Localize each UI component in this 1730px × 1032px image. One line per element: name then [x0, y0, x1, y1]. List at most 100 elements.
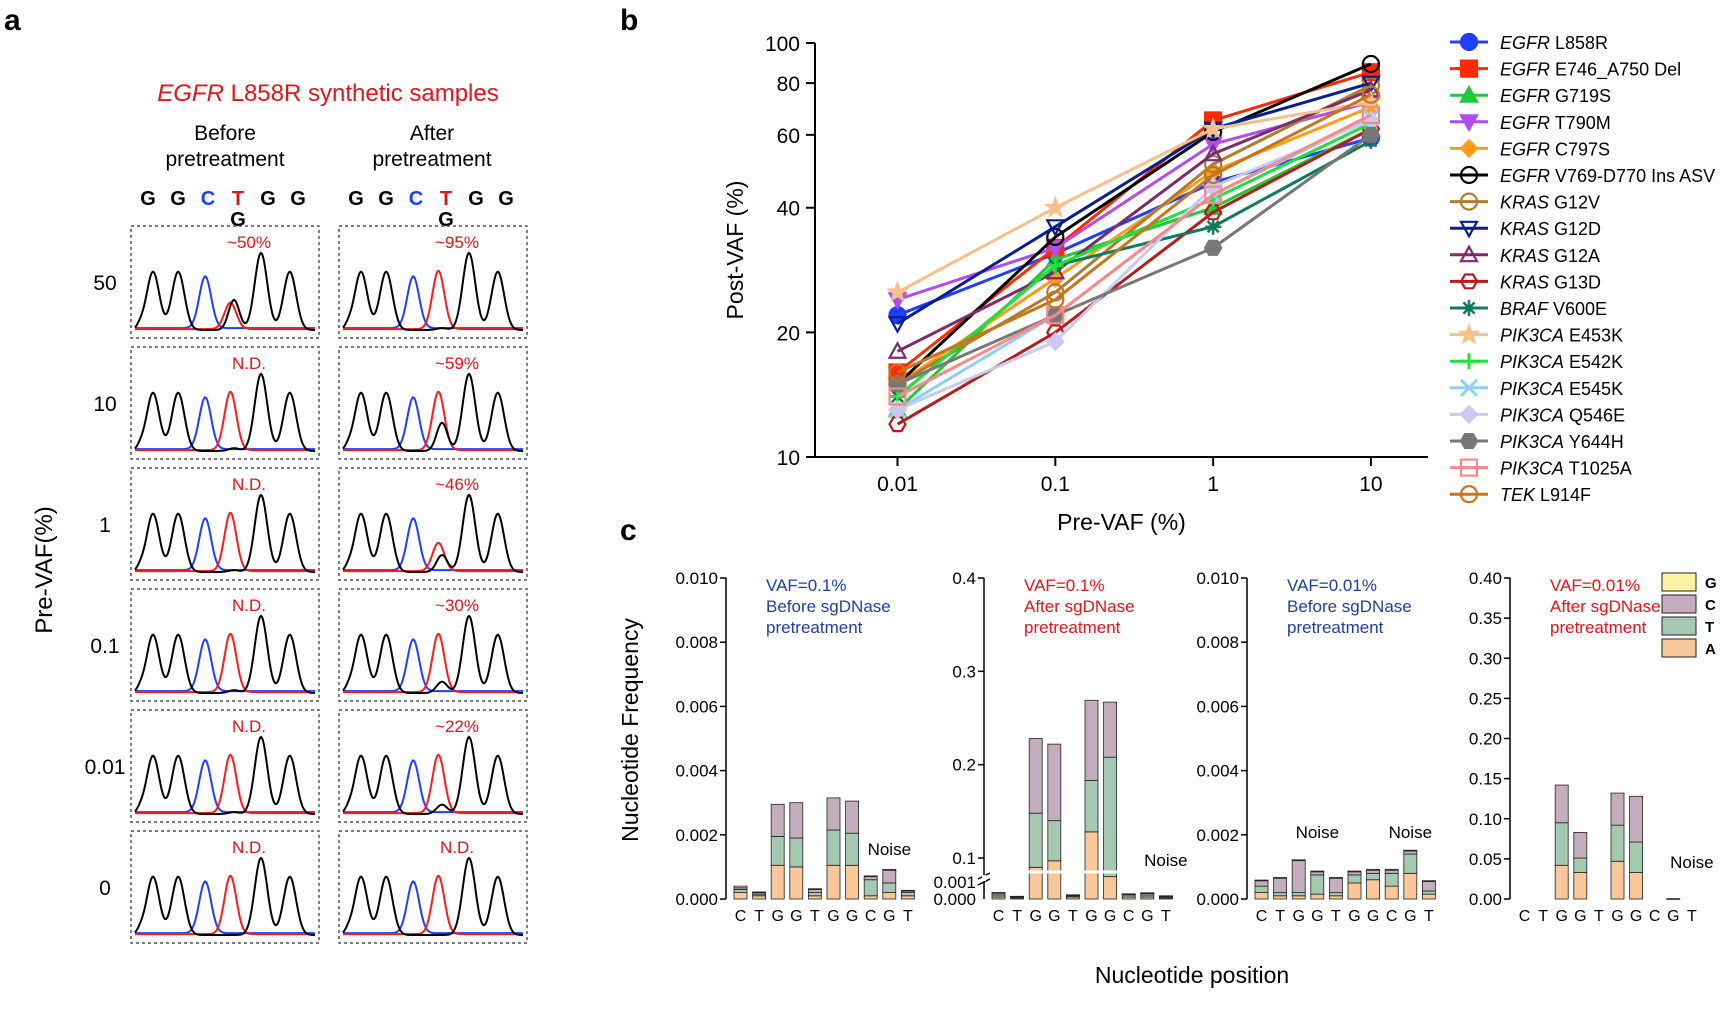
bar-segment-C	[789, 802, 804, 839]
pre-vaf-row-label: 0	[99, 877, 111, 900]
y-tick-label: 0.4	[952, 569, 976, 588]
bar-segment-A	[1422, 893, 1436, 900]
sequence-base: G	[498, 188, 514, 210]
legend-label: G	[1705, 575, 1717, 592]
marker	[1201, 116, 1225, 139]
y-tick-label: 0.008	[675, 633, 718, 652]
bar-segment-G	[1347, 870, 1362, 873]
bar-segment-A	[845, 864, 859, 900]
bar-segment-G	[863, 875, 878, 878]
bar-segment-C	[1329, 877, 1343, 893]
after-header-line2: pretreatment	[372, 148, 491, 171]
trace-g	[134, 856, 315, 936]
bar-segment-C	[1629, 795, 1643, 843]
legend-mutation: E542K	[1564, 352, 1623, 372]
vaf-call-label: N.D.	[232, 475, 266, 494]
bar-segment-T	[1047, 820, 1062, 862]
bar-segment-G	[882, 869, 897, 871]
legend-gene: PIK3CA	[1500, 326, 1564, 346]
chromatogram-frame	[338, 225, 528, 339]
panel-c: c Nucleotide Frequency Nucleotide positi…	[617, 514, 1717, 988]
noise-label: Noise	[1296, 823, 1339, 842]
legend-mutation: G12V	[1549, 193, 1600, 213]
marker	[1459, 138, 1479, 158]
marker	[1461, 353, 1477, 370]
bar-segment-A	[1366, 879, 1380, 900]
bar-segment-A	[1084, 831, 1099, 900]
after-header-line1: After	[410, 122, 454, 145]
marker	[1204, 165, 1223, 185]
x-tick-label: G	[883, 908, 895, 925]
series-line	[896, 100, 1372, 294]
bar-segment-T	[901, 892, 915, 897]
marker	[1457, 322, 1481, 345]
marker	[888, 416, 907, 433]
legend-mutation: T790M	[1550, 113, 1611, 133]
x-tick-label: G	[771, 908, 783, 925]
bar-segment-T	[1554, 822, 1569, 866]
sequence-base: T	[440, 188, 452, 210]
trace-c	[343, 759, 523, 814]
legend-gene: EGFR	[1500, 86, 1550, 106]
chromatogram-frame	[338, 830, 528, 944]
bar-segment-G	[991, 892, 1006, 894]
marker	[1046, 290, 1065, 309]
x-tick-label: T	[1538, 908, 1548, 925]
legend-mutation: G13D	[1549, 272, 1601, 292]
y-tick-label: 20	[777, 322, 800, 345]
legend-swatch-T	[1661, 616, 1697, 636]
legend-gene: EGFR	[1500, 113, 1550, 133]
marker	[1361, 105, 1381, 125]
pre-vaf-row-label: 50	[93, 272, 116, 295]
x-tick-label: G	[1555, 908, 1567, 925]
bar-segment-C	[845, 800, 859, 834]
series	[887, 75, 1381, 334]
legend-item: PIK3CA Q546E	[1450, 404, 1625, 425]
bar-segment-T	[733, 888, 748, 893]
series	[887, 79, 1381, 359]
noise-label: Noise	[1389, 823, 1432, 842]
panel-b-label: b	[620, 4, 638, 37]
x-tick-label: G	[1667, 908, 1679, 925]
legend-item: EGFR L858R	[1450, 32, 1608, 53]
legend-item: EGFR V769-D770 Ins ASV	[1450, 165, 1715, 186]
legend-gene: BRAF	[1500, 299, 1549, 319]
panel-a-label: a	[4, 4, 21, 37]
marker	[887, 316, 908, 334]
y-tick-label: 0.002	[675, 826, 718, 845]
legend-item: PIK3CA Y644H	[1450, 432, 1624, 452]
series-line	[896, 127, 1372, 426]
marker	[1203, 143, 1223, 162]
chromatogram-frame	[130, 709, 320, 823]
marker	[1361, 54, 1381, 74]
chart-annotation: VAF=0.1%	[1024, 576, 1104, 595]
legend-label: KRAS G13D	[1500, 272, 1601, 292]
bar-segment-G	[1140, 892, 1155, 894]
bar-segment-T	[1573, 857, 1588, 873]
trace-c	[135, 638, 315, 693]
legend-swatch-G	[1661, 572, 1697, 592]
x-tick-label: C	[735, 908, 747, 925]
series-line	[896, 113, 1372, 398]
alt-base: G	[230, 209, 246, 231]
legend-item: KRAS G12A	[1450, 244, 1600, 266]
legend-item: PIK3CA E542K	[1450, 352, 1623, 372]
legend-label: KRAS G12V	[1500, 193, 1600, 213]
bar-segment-A	[1103, 876, 1117, 900]
sequence-base: G	[468, 188, 484, 210]
bar-segment-T	[1291, 892, 1306, 897]
trace-c	[343, 396, 523, 451]
marker	[1361, 85, 1381, 104]
x-tick-label: T	[754, 908, 764, 925]
panel-c-label: c	[620, 514, 637, 547]
bar-segment-G	[1403, 849, 1418, 852]
chromatogram-before: ~50%	[130, 225, 320, 339]
chart-annotation: pretreatment	[766, 618, 863, 637]
y-tick-label: 0.40	[1469, 569, 1502, 588]
sequence-base: C	[201, 188, 215, 210]
vaf-call-label: N.D.	[232, 354, 266, 373]
bar-segment-T	[1329, 892, 1343, 897]
x-tick-label: G	[1104, 908, 1116, 925]
